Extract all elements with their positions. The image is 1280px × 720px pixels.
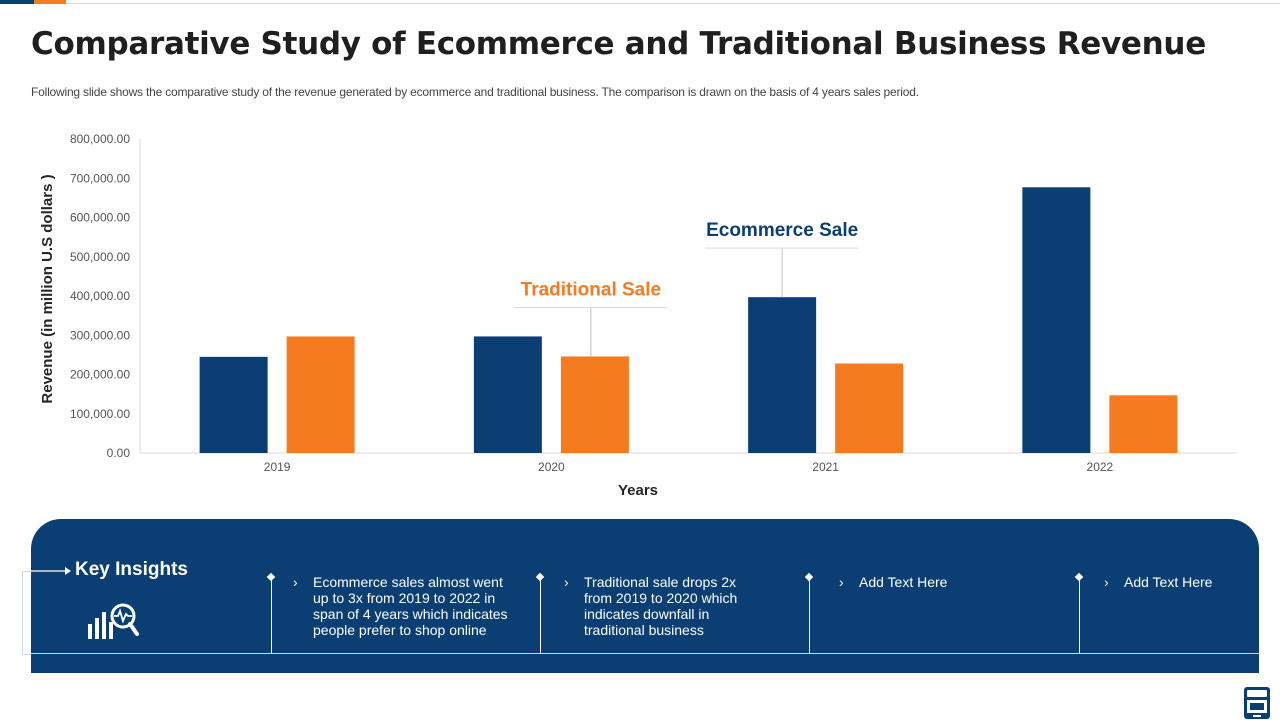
y-tick-label: 0.00 <box>107 446 131 460</box>
x-tick-label: 2019 <box>264 460 291 474</box>
arrow-right-icon <box>31 567 71 575</box>
shop-icon <box>1244 687 1270 719</box>
x-axis-ticks: 2019 2020 2021 2022 <box>264 460 1114 474</box>
ecommerce-bar <box>748 297 817 453</box>
ecommerce-bar <box>199 356 268 453</box>
chart-callouts: Ecommerce Sale Traditional Sale <box>513 220 858 357</box>
ecommerce-bar <box>1022 187 1091 453</box>
insight-divider <box>271 578 272 653</box>
insight-divider <box>809 578 810 653</box>
y-axis-ticks: 0.00 100,000.00 200,000.00 300,000.00 400,00… <box>70 132 130 460</box>
top-divider <box>66 3 1280 4</box>
slide-title: Comparative Study of Ecommerce and Tradi… <box>31 26 1206 62</box>
insight-text: Traditional sale drops 2x from 2019 to 2… <box>584 574 738 638</box>
bar-marks <box>199 187 1178 453</box>
slide-subtitle: Following slide shows the comparative st… <box>31 85 919 99</box>
insight-divider <box>540 578 541 653</box>
y-tick-label: 800,000.00 <box>70 132 130 146</box>
y-tick-label: 200,000.00 <box>70 368 130 382</box>
chart-magnifier-icon <box>88 603 139 639</box>
y-tick-label: 500,000.00 <box>70 250 130 264</box>
top-accent-bar <box>0 0 1280 4</box>
y-axis-label: Revenue (in million U.S dollars ) <box>39 174 56 403</box>
insight-text: Add Text Here <box>859 574 948 590</box>
chevron-right-icon: › <box>839 574 844 590</box>
insight-text: Add Text Here <box>1124 574 1213 590</box>
insight-text: Ecommerce sales almost went up to 3x fro… <box>313 574 508 638</box>
y-tick-label: 400,000.00 <box>70 289 130 303</box>
ecommerce-bar <box>473 336 542 453</box>
callout-label: Traditional Sale <box>521 279 661 300</box>
accent-orange-segment <box>34 0 66 4</box>
key-insights-panel <box>31 519 1259 673</box>
y-tick-label: 600,000.00 <box>70 211 130 225</box>
traditional-bar <box>835 363 904 453</box>
revenue-bar-chart: 0.00 100,000.00 200,000.00 300,000.00 400,00… <box>39 132 1237 499</box>
chevron-right-icon: › <box>1104 574 1109 590</box>
accent-blue-segment <box>0 0 34 4</box>
x-tick-label: 2021 <box>812 460 839 474</box>
y-tick-label: 100,000.00 <box>70 407 130 421</box>
traditional-bar <box>1109 395 1178 453</box>
callout-label: Ecommerce Sale <box>706 220 858 241</box>
panel-bottom-rule <box>31 653 1259 654</box>
traditional-bar <box>560 356 629 453</box>
key-insights-title: Key Insights <box>75 559 188 580</box>
traditional-bar <box>286 336 355 453</box>
chevron-right-icon: › <box>293 574 298 590</box>
insight-divider <box>1079 578 1080 653</box>
y-tick-label: 700,000.00 <box>70 171 130 185</box>
key-insights-frame <box>22 571 31 655</box>
chevron-right-icon: › <box>564 574 569 590</box>
x-axis-label: Years <box>618 482 658 499</box>
x-tick-label: 2020 <box>538 460 565 474</box>
x-tick-label: 2022 <box>1087 460 1114 474</box>
y-tick-label: 300,000.00 <box>70 328 130 342</box>
